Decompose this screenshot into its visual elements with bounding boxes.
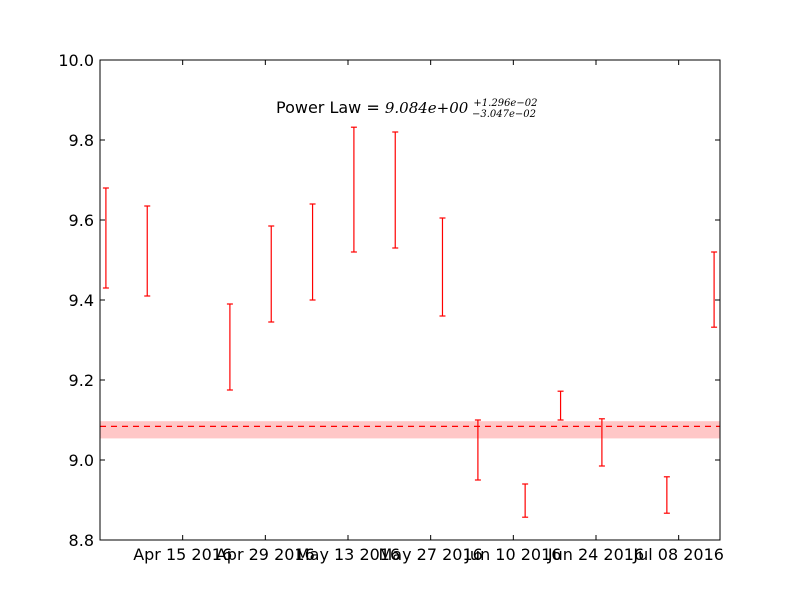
title-prefix: Power Law = [276, 98, 385, 117]
plot-frame [99, 59, 721, 541]
errorbar-point [522, 483, 529, 518]
ytick-label: 10.0 [58, 51, 94, 70]
chart-title: Power Law = 9.084e+00 +1.296e−02 [276, 98, 537, 117]
xtick-label: May 13 2016 [296, 545, 400, 564]
errorbar-point [557, 390, 564, 421]
errorbar-point [102, 187, 109, 289]
y-axis-ticks: 8.8 9.0 9.2 9.4 9.6 9.8 10.0 [58, 51, 720, 550]
xtick-label: Jun 24 2016 [547, 545, 644, 564]
xtick-label: Apr 29 2016 [216, 545, 315, 564]
errorbar-point [474, 419, 481, 481]
errorbar-point [226, 303, 233, 391]
errorbar-point [309, 203, 316, 301]
xtick-label: Apr 15 2016 [133, 545, 232, 564]
errorbar-point [711, 251, 718, 328]
errorbar-point [663, 476, 670, 514]
title-minus-error: −3.047e−02 [472, 109, 536, 120]
xtick-label: Jul 08 2016 [632, 545, 724, 564]
ytick-label: 9.4 [69, 291, 94, 310]
errorbar-point [598, 418, 605, 467]
errorbar-point [392, 131, 399, 249]
power-law-band [100, 421, 720, 439]
ytick-label: 9.0 [69, 451, 94, 470]
errorbar-point [268, 225, 275, 323]
ytick-label: 8.8 [69, 531, 94, 550]
ytick-label: 9.2 [69, 371, 94, 390]
xtick-label: Jun 10 2016 [464, 545, 561, 564]
errorbar-point [439, 217, 446, 317]
ytick-label: 9.8 [69, 131, 94, 150]
title-plus-error: +1.296e−02 [473, 98, 537, 109]
ytick-label: 9.6 [69, 211, 94, 230]
errorbar-point [144, 205, 151, 297]
plot-area [99, 59, 721, 541]
errorbar-point [350, 126, 357, 253]
title-value: 9.084e+00 [385, 99, 469, 117]
xtick-label: May 27 2016 [379, 545, 483, 564]
